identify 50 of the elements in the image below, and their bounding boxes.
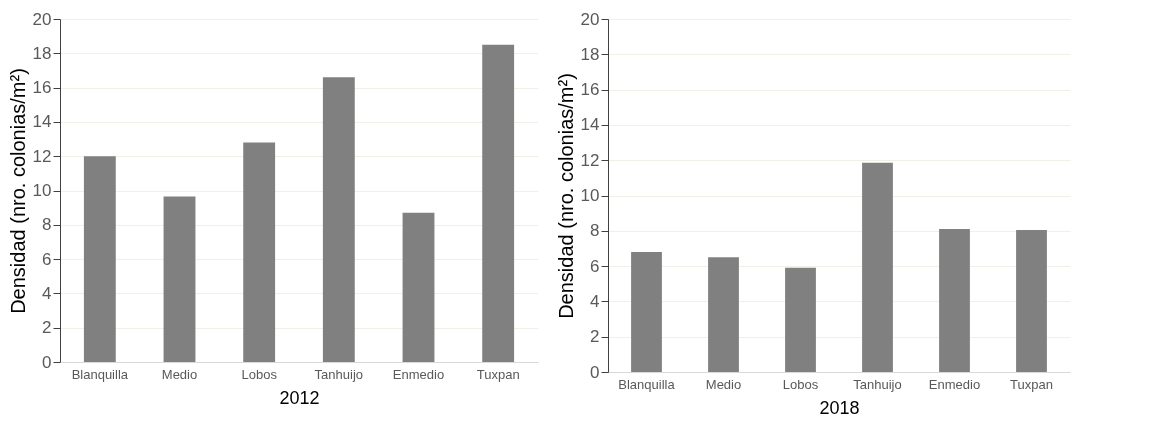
x-tick-label: Tanhuijo — [853, 376, 902, 392]
x-tick-label: Medio — [161, 366, 198, 382]
bar — [83, 156, 116, 362]
x-axis-title: 2012 — [279, 387, 320, 408]
y-tick-label: 20 — [32, 9, 52, 29]
y-axis-title: Densidad (nro. colonias/m²) — [554, 73, 577, 319]
x-tick-label: Blanquilla — [71, 366, 129, 382]
y-tick-label: 8 — [42, 215, 52, 235]
y-tick-label: 8 — [590, 221, 600, 241]
y-tick-label: 2 — [590, 327, 600, 347]
y-axis-title: Densidad (nro. colonias/m²) — [6, 68, 29, 314]
x-tick-label: Enmedio — [392, 366, 445, 382]
x-tick-label: Blanquilla — [618, 376, 676, 392]
bar — [631, 251, 662, 372]
y-tick-label: 14 — [580, 115, 600, 135]
y-tick-label: 4 — [590, 291, 600, 311]
y-tick-label: 16 — [580, 80, 600, 100]
y-tick-label: 4 — [42, 283, 52, 303]
y-tick-label: 6 — [42, 249, 52, 269]
y-tick-label: 14 — [32, 112, 52, 132]
bar — [1016, 229, 1047, 372]
y-tick-label: 16 — [32, 78, 52, 98]
bar — [785, 267, 816, 372]
bar — [243, 142, 276, 362]
x-axis-title: 2018 — [819, 397, 860, 418]
y-tick-label: 10 — [580, 186, 600, 205]
x-tick-label: Tanhuijo — [314, 366, 364, 382]
y-tick-label: 6 — [590, 256, 600, 276]
x-tick-label: Enmedio — [928, 376, 981, 392]
bar — [163, 196, 196, 362]
y-tick-label: 10 — [32, 181, 52, 200]
y-tick-label: 12 — [32, 146, 52, 166]
y-tick-label: 20 — [580, 9, 600, 29]
y-tick-label: 2 — [42, 318, 52, 338]
bar — [322, 77, 355, 362]
bar — [939, 229, 970, 372]
bar — [482, 44, 515, 362]
x-tick-label: Tuxpan — [1010, 376, 1053, 392]
x-tick-label: Lobos — [241, 366, 278, 382]
x-tick-label: Tuxpan — [476, 366, 520, 382]
y-tick-label: 18 — [580, 44, 600, 64]
bar — [402, 212, 435, 362]
x-tick-label: Medio — [705, 376, 742, 392]
bar — [862, 162, 893, 372]
y-tick-label: 12 — [580, 150, 600, 170]
y-tick-label: 18 — [32, 43, 52, 63]
y-tick-label: 0 — [590, 362, 600, 382]
x-tick-label: Lobos — [782, 376, 819, 392]
bar — [708, 257, 739, 372]
y-tick-label: 0 — [42, 352, 52, 372]
